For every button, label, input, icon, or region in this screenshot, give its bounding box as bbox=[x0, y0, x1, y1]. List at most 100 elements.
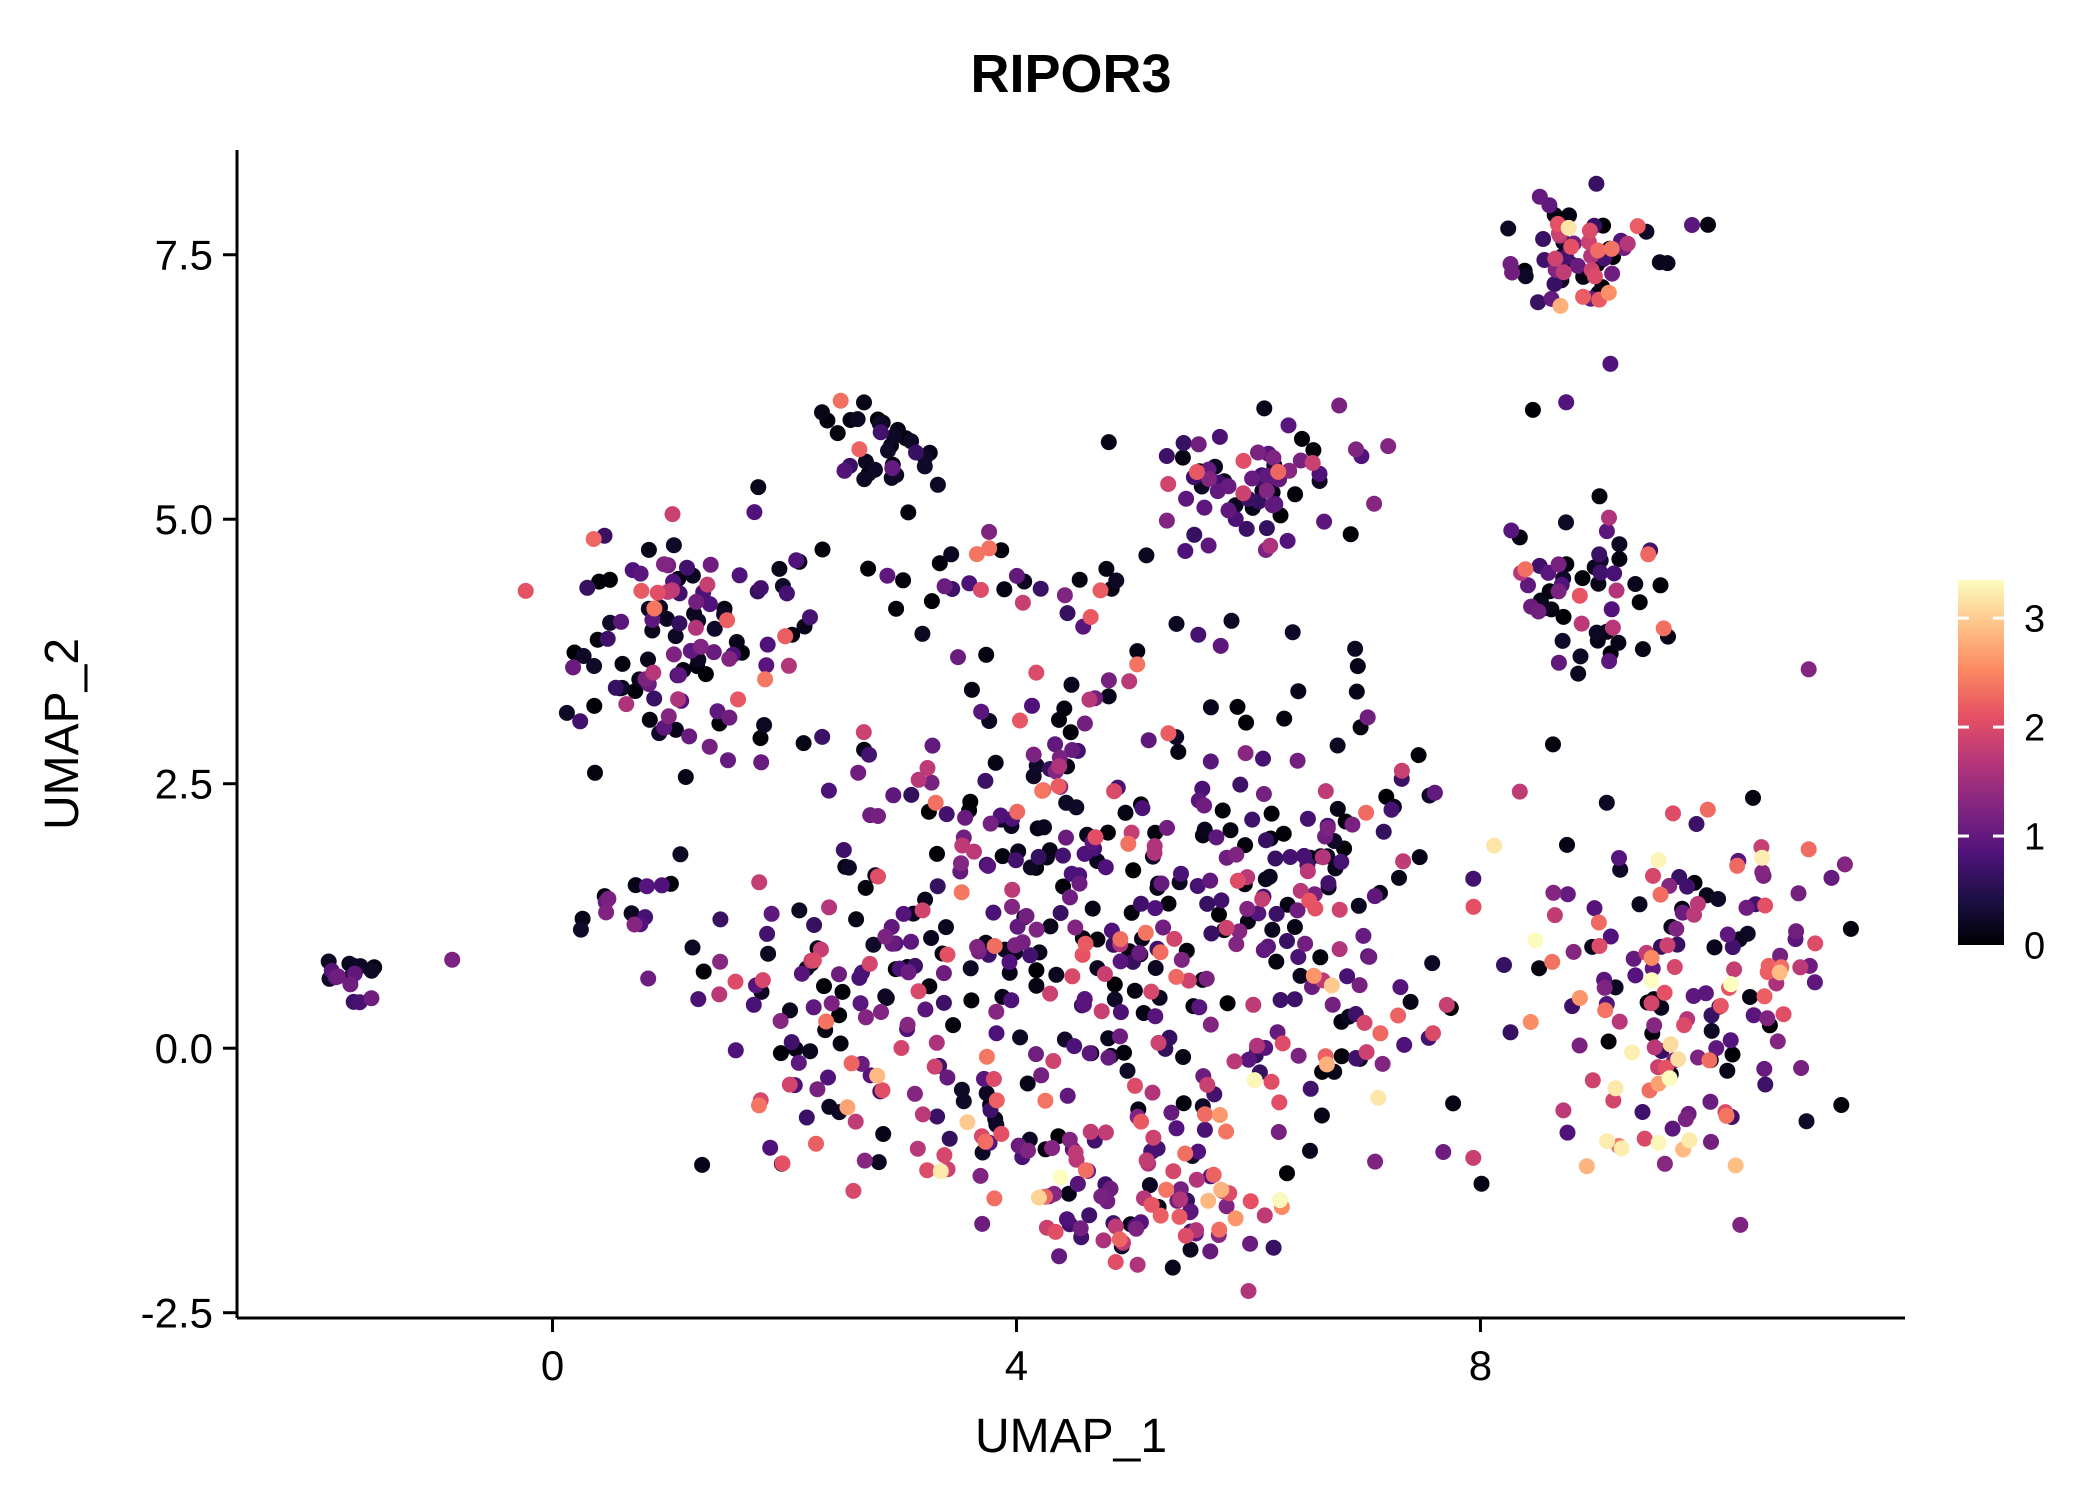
data-point bbox=[865, 936, 882, 953]
data-point bbox=[626, 916, 643, 933]
data-point bbox=[1069, 1175, 1086, 1192]
data-point bbox=[1316, 513, 1333, 530]
data-point bbox=[1239, 900, 1256, 917]
data-point bbox=[1196, 1121, 1213, 1138]
data-point bbox=[1317, 783, 1334, 800]
data-point bbox=[1173, 865, 1189, 882]
data-point bbox=[667, 628, 684, 645]
data-point bbox=[1279, 1165, 1295, 1182]
data-point bbox=[1613, 1140, 1630, 1157]
data-point bbox=[363, 990, 380, 1007]
data-point bbox=[962, 960, 979, 977]
data-point bbox=[1559, 1124, 1576, 1141]
data-point bbox=[893, 1040, 910, 1056]
data-point bbox=[1190, 626, 1207, 643]
data-point bbox=[1044, 1140, 1061, 1156]
data-point bbox=[774, 1155, 791, 1172]
data-point bbox=[751, 874, 768, 891]
data-point bbox=[342, 976, 359, 993]
data-point bbox=[1324, 996, 1341, 1013]
data-point bbox=[1279, 933, 1295, 949]
data-point bbox=[1100, 1030, 1117, 1047]
data-point bbox=[880, 442, 896, 459]
y-tick-label: 5.0 bbox=[155, 496, 213, 543]
data-point bbox=[1719, 926, 1736, 943]
data-point bbox=[959, 1114, 976, 1131]
data-point bbox=[1107, 1254, 1124, 1270]
data-point bbox=[1199, 1076, 1216, 1093]
data-point bbox=[1754, 864, 1771, 881]
data-point bbox=[727, 1042, 744, 1059]
data-point bbox=[1574, 570, 1591, 587]
data-point bbox=[671, 615, 688, 632]
data-point bbox=[1771, 964, 1788, 981]
data-point bbox=[1240, 1283, 1257, 1299]
data-point bbox=[840, 859, 857, 876]
data-point bbox=[694, 1156, 711, 1173]
data-point bbox=[1012, 712, 1028, 729]
data-point bbox=[1699, 801, 1716, 818]
data-point bbox=[821, 899, 838, 916]
data-point bbox=[1473, 1175, 1490, 1192]
data-point bbox=[899, 1016, 916, 1033]
data-point bbox=[1656, 1155, 1673, 1172]
data-point bbox=[1689, 896, 1706, 912]
data-point bbox=[598, 904, 615, 921]
data-point bbox=[1724, 1046, 1741, 1063]
data-point bbox=[1235, 452, 1252, 469]
data-point bbox=[1100, 688, 1117, 705]
data-point bbox=[1022, 947, 1039, 964]
data-point bbox=[517, 582, 534, 599]
data-point bbox=[1627, 576, 1644, 592]
data-point bbox=[646, 690, 663, 707]
data-point bbox=[1289, 902, 1306, 919]
data-point bbox=[1229, 872, 1246, 889]
data-point bbox=[1504, 264, 1521, 281]
data-point bbox=[751, 1097, 767, 1114]
data-point bbox=[1087, 829, 1104, 846]
data-point bbox=[1158, 512, 1175, 529]
data-point bbox=[1238, 714, 1255, 731]
data-point bbox=[1112, 953, 1129, 970]
data-point bbox=[660, 708, 677, 725]
data-point bbox=[874, 1082, 891, 1099]
data-point bbox=[981, 523, 998, 540]
data-point bbox=[1375, 823, 1392, 840]
data-point bbox=[1603, 240, 1620, 257]
data-point bbox=[1067, 1144, 1084, 1161]
data-point bbox=[1333, 853, 1350, 870]
data-point bbox=[802, 609, 818, 626]
data-point bbox=[1297, 935, 1314, 952]
data-point bbox=[929, 1108, 946, 1125]
data-point bbox=[1096, 966, 1113, 982]
data-point bbox=[1218, 1198, 1235, 1215]
data-point bbox=[1607, 1080, 1624, 1097]
data-point bbox=[1196, 499, 1213, 516]
data-point bbox=[681, 728, 698, 745]
data-point bbox=[1772, 947, 1789, 964]
data-point bbox=[687, 619, 704, 636]
data-point bbox=[1640, 546, 1657, 563]
data-point bbox=[1339, 968, 1356, 985]
data-point bbox=[1220, 478, 1237, 495]
colorbar-tick-label: 0 bbox=[2024, 925, 2045, 967]
data-point bbox=[772, 1045, 789, 1062]
data-point bbox=[1058, 829, 1074, 846]
data-point bbox=[1646, 1039, 1663, 1056]
data-point bbox=[1531, 188, 1548, 205]
data-point bbox=[1701, 1052, 1718, 1069]
data-point bbox=[1196, 821, 1213, 838]
data-point bbox=[929, 845, 945, 862]
data-point bbox=[1684, 217, 1700, 233]
data-point bbox=[613, 613, 630, 630]
data-point bbox=[1301, 892, 1318, 909]
data-point bbox=[848, 911, 865, 928]
data-point bbox=[1145, 1129, 1162, 1146]
data-point bbox=[1066, 1038, 1083, 1055]
data-point bbox=[1177, 543, 1194, 559]
data-point bbox=[1182, 1241, 1199, 1258]
data-point bbox=[727, 973, 744, 990]
data-point bbox=[1656, 984, 1673, 1001]
data-point bbox=[1175, 1049, 1192, 1065]
data-point bbox=[1550, 583, 1567, 600]
